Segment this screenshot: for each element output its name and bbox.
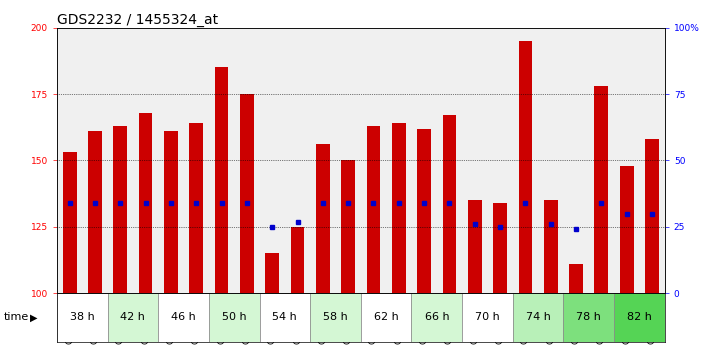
Bar <box>310 293 361 342</box>
Text: 54 h: 54 h <box>272 313 297 322</box>
Text: 82 h: 82 h <box>627 313 652 322</box>
Bar <box>159 28 209 293</box>
Bar <box>63 152 77 293</box>
Bar <box>462 28 513 293</box>
Bar <box>291 227 304 293</box>
Text: 66 h: 66 h <box>424 313 449 322</box>
Text: ▶: ▶ <box>30 313 38 322</box>
Bar <box>544 200 557 293</box>
Bar <box>139 112 152 293</box>
Text: 50 h: 50 h <box>222 313 247 322</box>
Bar <box>341 160 355 293</box>
Text: 74 h: 74 h <box>525 313 550 322</box>
Bar <box>513 28 564 293</box>
Text: 42 h: 42 h <box>120 313 145 322</box>
Bar <box>412 28 462 293</box>
Text: 70 h: 70 h <box>475 313 500 322</box>
Text: 46 h: 46 h <box>171 313 196 322</box>
Bar <box>518 41 533 293</box>
Bar <box>164 131 178 293</box>
Text: 78 h: 78 h <box>577 313 602 322</box>
Bar <box>159 293 209 342</box>
Text: time: time <box>4 313 29 322</box>
Bar <box>57 293 107 342</box>
Bar <box>209 28 260 293</box>
Bar <box>57 28 107 293</box>
Bar <box>260 28 310 293</box>
Bar <box>88 131 102 293</box>
Bar <box>563 28 614 293</box>
Bar <box>260 293 310 342</box>
Bar <box>107 28 159 293</box>
Bar <box>570 264 583 293</box>
Bar <box>240 94 254 293</box>
Bar <box>361 293 412 342</box>
Bar <box>361 28 412 293</box>
Bar <box>417 129 431 293</box>
Bar <box>614 28 665 293</box>
Bar <box>310 28 361 293</box>
Bar <box>493 203 507 293</box>
Text: GDS2232 / 1455324_at: GDS2232 / 1455324_at <box>57 12 218 27</box>
Bar <box>594 86 609 293</box>
Bar <box>468 200 482 293</box>
Bar <box>513 293 564 342</box>
Text: 62 h: 62 h <box>374 313 399 322</box>
Bar <box>316 145 330 293</box>
Bar <box>209 293 260 342</box>
Bar <box>442 115 456 293</box>
Bar <box>367 126 380 293</box>
Bar <box>265 253 279 293</box>
Bar <box>107 293 159 342</box>
Bar <box>215 68 228 293</box>
Bar <box>113 126 127 293</box>
Bar <box>412 293 462 342</box>
Bar <box>645 139 659 293</box>
Bar <box>462 293 513 342</box>
Text: 38 h: 38 h <box>70 313 95 322</box>
Bar <box>392 123 406 293</box>
Bar <box>614 293 665 342</box>
Bar <box>189 123 203 293</box>
Bar <box>563 293 614 342</box>
Text: 58 h: 58 h <box>323 313 348 322</box>
Bar <box>620 166 634 293</box>
